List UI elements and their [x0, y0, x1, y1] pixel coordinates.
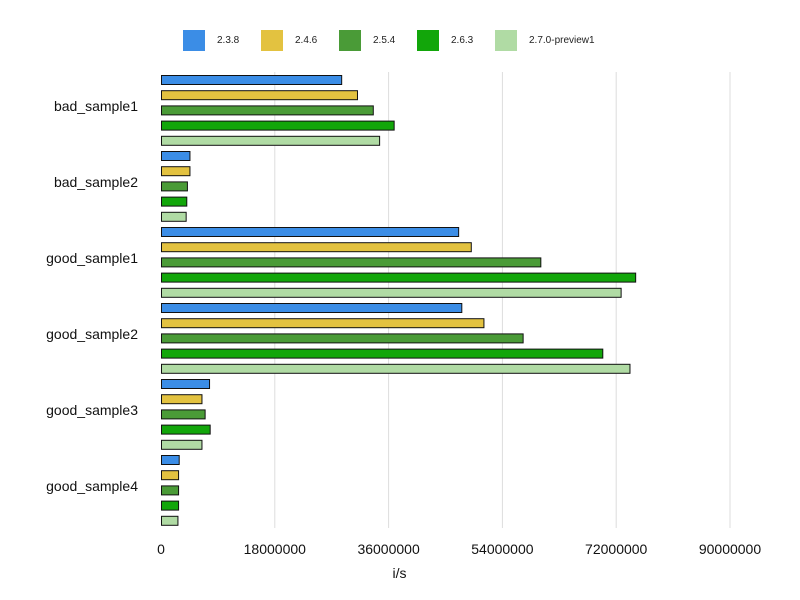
bar: [161, 439, 203, 450]
bar: [161, 90, 358, 101]
bar: [161, 333, 524, 344]
legend-label: 2.3.8: [217, 35, 240, 46]
x-tick-label: 72000000: [585, 541, 648, 557]
bar: [161, 424, 211, 435]
bar: [161, 135, 381, 146]
bar: [161, 303, 463, 313]
legend-label: 2.7.0-preview1: [529, 35, 595, 46]
y-category-label: good_sample2: [46, 326, 138, 342]
bar: [161, 287, 622, 298]
x-tick-label: 36000000: [357, 541, 420, 557]
bar: [161, 211, 187, 222]
bar: [161, 242, 472, 253]
legend-label: 2.6.3: [451, 35, 474, 46]
bar: [161, 196, 188, 207]
x-tick-label: 90000000: [699, 541, 762, 557]
legend-swatch: [495, 30, 517, 51]
bar: [161, 409, 206, 420]
legend-swatch: [417, 30, 439, 51]
y-category-label: good_sample3: [46, 402, 138, 418]
bar: [161, 151, 191, 161]
legend-label: 2.4.6: [295, 35, 318, 46]
bar: [161, 272, 637, 283]
bar: [161, 227, 460, 237]
bar: [161, 75, 343, 85]
bar: [161, 515, 179, 526]
bar: [161, 181, 188, 192]
x-tick-label: 0: [157, 541, 165, 557]
bar: [161, 455, 180, 465]
y-category-label: good_sample1: [46, 250, 138, 266]
bar: [161, 120, 395, 131]
bar: [161, 348, 604, 359]
y-category-label: bad_sample2: [54, 174, 138, 190]
x-axis-label: i/s: [393, 565, 407, 581]
legend-swatch: [339, 30, 361, 51]
bar: [161, 470, 180, 481]
y-category-label: good_sample4: [46, 478, 138, 494]
x-tick-label: 54000000: [471, 541, 534, 557]
bar: [161, 394, 203, 405]
y-category-label: bad_sample1: [54, 98, 138, 114]
legend-swatch: [261, 30, 283, 51]
bar: [161, 500, 180, 511]
x-tick-label: 18000000: [244, 541, 307, 557]
legend-swatch: [183, 30, 205, 51]
bar: [161, 363, 631, 374]
bar: [161, 379, 211, 389]
bar: [161, 318, 485, 329]
bar: [161, 105, 374, 116]
bar: [161, 257, 542, 268]
bar: [161, 485, 180, 496]
legend-label: 2.5.4: [373, 35, 396, 46]
bar: [161, 166, 191, 177]
